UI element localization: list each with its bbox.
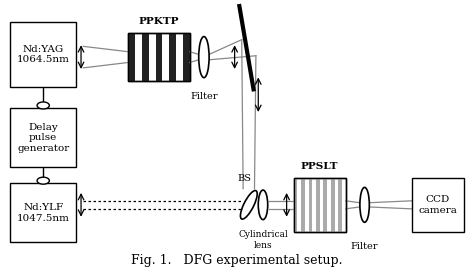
Bar — [128, 33, 190, 81]
Bar — [10, 108, 76, 167]
Text: Filter: Filter — [351, 242, 378, 251]
Text: BS: BS — [237, 174, 251, 183]
Bar — [412, 178, 464, 232]
Text: CCD
camera: CCD camera — [419, 195, 457, 215]
Text: Delay
pulse
generator: Delay pulse generator — [17, 123, 69, 153]
Bar — [183, 33, 190, 81]
Bar — [309, 178, 312, 232]
Text: Nd:YAG
1064.5nm: Nd:YAG 1064.5nm — [17, 45, 70, 64]
Bar — [323, 178, 327, 232]
Bar — [142, 33, 149, 81]
Bar — [294, 178, 346, 232]
Text: Nd:YLF
1047.5nm: Nd:YLF 1047.5nm — [17, 203, 70, 222]
Text: Filter: Filter — [190, 92, 218, 101]
Text: PPSLT: PPSLT — [301, 162, 338, 171]
Bar — [301, 178, 305, 232]
Bar — [294, 178, 297, 232]
Bar — [331, 178, 335, 232]
Bar — [169, 33, 176, 81]
Text: Cylindrical
lens: Cylindrical lens — [238, 230, 288, 250]
Ellipse shape — [360, 187, 369, 222]
Ellipse shape — [258, 190, 268, 220]
Ellipse shape — [199, 36, 209, 78]
Bar — [155, 33, 163, 81]
Bar — [294, 178, 346, 232]
Text: Fig. 1.   DFG experimental setup.: Fig. 1. DFG experimental setup. — [131, 254, 343, 266]
Bar — [128, 33, 135, 81]
Bar — [10, 22, 76, 87]
Circle shape — [37, 177, 49, 184]
Ellipse shape — [240, 191, 257, 219]
Bar — [10, 183, 76, 242]
Text: PPKTP: PPKTP — [139, 17, 179, 26]
Bar — [128, 33, 190, 81]
Bar — [316, 178, 319, 232]
Circle shape — [37, 102, 49, 109]
Bar — [338, 178, 342, 232]
